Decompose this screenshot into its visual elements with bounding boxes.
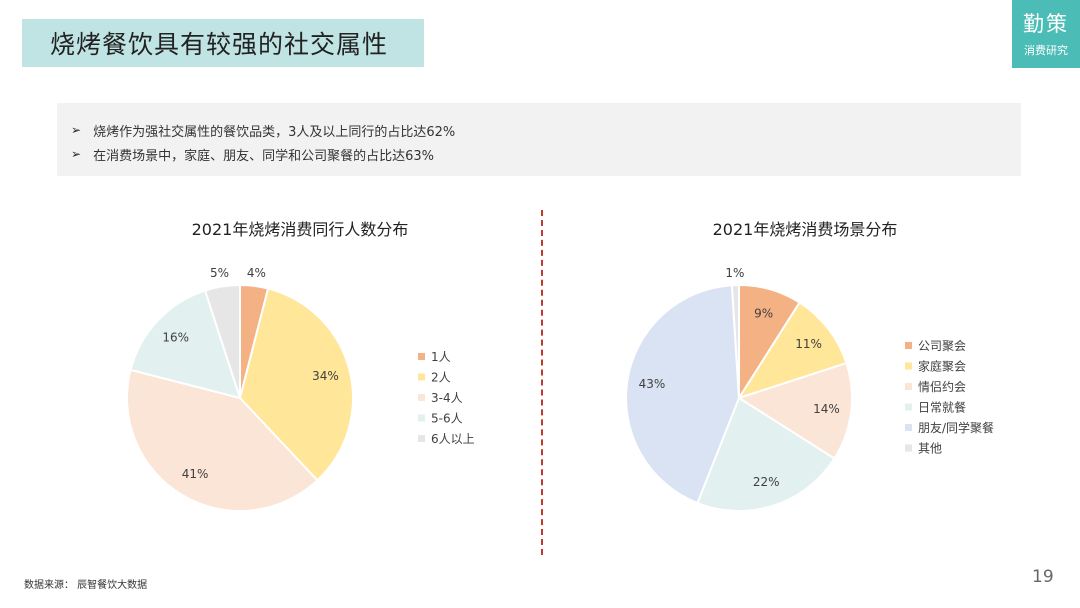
page-title-text: 烧烤餐饮具有较强的社交属性 <box>50 30 389 59</box>
legend-swatch <box>418 394 425 401</box>
summary-text: 在消费场景中，家庭、朋友、同学和公司聚餐的占比达63% <box>93 148 434 164</box>
chart-title-companions: 2021年烧烤消费同行人数分布 <box>191 220 409 239</box>
summary-text: 烧烤作为强社交属性的餐饮品类，3人及以上同行的占比达62% <box>93 124 456 140</box>
pie-data-label: 4% <box>247 266 266 280</box>
legend-label: 朋友/同学聚餐 <box>918 420 994 435</box>
pie-slice-其他 <box>730 283 740 399</box>
legend-swatch <box>418 414 425 422</box>
pie-data-label: 11% <box>795 337 822 351</box>
data-source: 数据来源： 辰智餐饮大数据 <box>24 580 148 591</box>
legend-label: 2人 <box>431 371 451 385</box>
summary-line: ➢ 烧烤作为强社交属性的餐饮品类，3人及以上同行的占比达62% <box>71 118 1021 142</box>
pie-slice-5-6人 <box>129 289 242 400</box>
arrow-bullet-icon: ➢ <box>71 123 82 137</box>
legend-swatch <box>905 444 912 452</box>
pie-slice-3-4人 <box>126 368 319 512</box>
pie-data-label: 1% <box>725 266 744 280</box>
pie-slice-朋友/同学聚餐 <box>625 284 741 505</box>
legend-label: 3-4人 <box>431 391 463 405</box>
chart-title-scenarios: 2021年烧烤消费场景分布 <box>712 220 898 239</box>
pie-data-label: 43% <box>639 377 666 391</box>
summary-box: ➢ 烧烤作为强社交属性的餐饮品类，3人及以上同行的占比达62% ➢ 在消费场景中… <box>57 103 1021 176</box>
legend-label: 家庭聚会 <box>918 359 966 374</box>
legend-swatch <box>905 403 912 411</box>
pie-data-label: 14% <box>813 402 840 416</box>
legend-label: 公司聚会 <box>918 339 966 353</box>
legend-swatch <box>418 435 425 442</box>
legend-swatch <box>418 373 425 381</box>
logo-main-text: 勤策 <box>1023 12 1069 36</box>
legend-swatch <box>905 362 912 370</box>
pie-data-label: 9% <box>754 306 773 320</box>
legend-label: 其他 <box>918 442 942 456</box>
pie-data-label: 34% <box>312 369 339 383</box>
brand-logo: 勤策 消费研究 <box>1012 0 1080 68</box>
pie-data-label: 5% <box>210 266 229 280</box>
legend-swatch <box>905 342 912 349</box>
legend-label: 5-6人 <box>431 412 463 426</box>
pie-data-label: 16% <box>162 331 189 345</box>
pie-data-label: 22% <box>753 475 780 489</box>
legend-swatch <box>905 383 912 390</box>
pie-data-label: 41% <box>182 467 209 481</box>
pie-slice-家庭聚会 <box>736 301 848 400</box>
legend-label: 1人 <box>431 350 451 364</box>
chart-divider <box>541 210 543 555</box>
legend-swatch <box>418 353 425 360</box>
page-title: 烧烤餐饮具有较强的社交属性 <box>22 19 424 67</box>
legend-swatch <box>905 424 912 431</box>
pie-slice-情侣约会 <box>736 361 853 460</box>
legend-label: 日常就餐 <box>918 400 966 415</box>
page-number: 19 <box>1032 567 1054 587</box>
pie-slice-2人 <box>238 287 354 482</box>
logo-sub-text: 消费研究 <box>1024 44 1068 57</box>
pie-slice-6人以上 <box>203 283 241 399</box>
summary-line: ➢ 在消费场景中，家庭、朋友、同学和公司聚餐的占比达63% <box>71 142 1021 166</box>
arrow-bullet-icon: ➢ <box>71 147 82 161</box>
legend-label: 情侣约会 <box>918 379 966 394</box>
pie-slice-日常就餐 <box>696 396 836 512</box>
legend-label: 6人以上 <box>431 432 475 446</box>
